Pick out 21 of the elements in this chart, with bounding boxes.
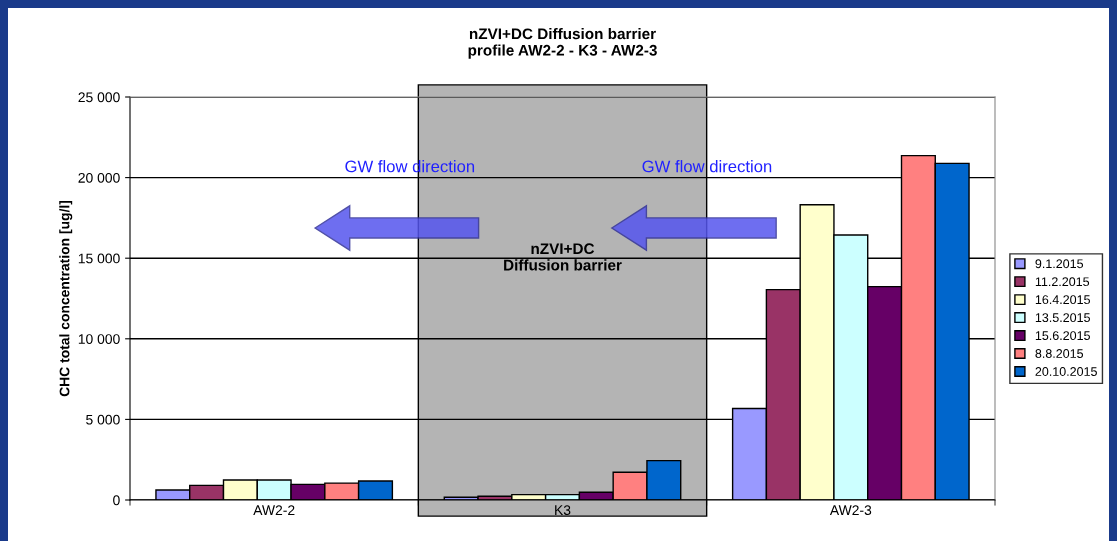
annotation: GW flow direction: [642, 160, 772, 173]
chart-title: profile AW2-2 - K3 - AW2-3: [468, 44, 657, 59]
y-tick-label: 20 000: [78, 172, 120, 183]
y-tick-label: 15 000: [78, 253, 120, 264]
x-tick-label: AW2-3: [829, 505, 872, 516]
y-axis-title: CHC total concentration [ug/l]: [59, 200, 73, 397]
legend-label: 9.1.2015: [1035, 259, 1084, 269]
y-tick-label: 5 000: [86, 414, 120, 425]
legend-label: 20.10.2015: [1035, 367, 1097, 376]
legend-label: 16.4.2015: [1035, 295, 1090, 305]
legend-label: 11.2.2015: [1035, 277, 1090, 287]
text: nZVI+DC Diffusion barrier: [504, 243, 622, 271]
legend-label: 13.5.2015: [1035, 313, 1090, 323]
y-tick-label: 0: [113, 495, 120, 506]
x-tick-label: AW2-2: [253, 505, 295, 515]
legend-label: 15.6.2015: [1035, 331, 1090, 341]
band-label: nZVI+DC Diffusion barrier: [469, 28, 656, 40]
y-tick-label: 10 000: [78, 334, 120, 344]
x-tick-label: K3: [555, 505, 571, 516]
y-tick-label: 25 000: [78, 92, 120, 103]
legend-label: 8.8.2015: [1035, 349, 1084, 358]
